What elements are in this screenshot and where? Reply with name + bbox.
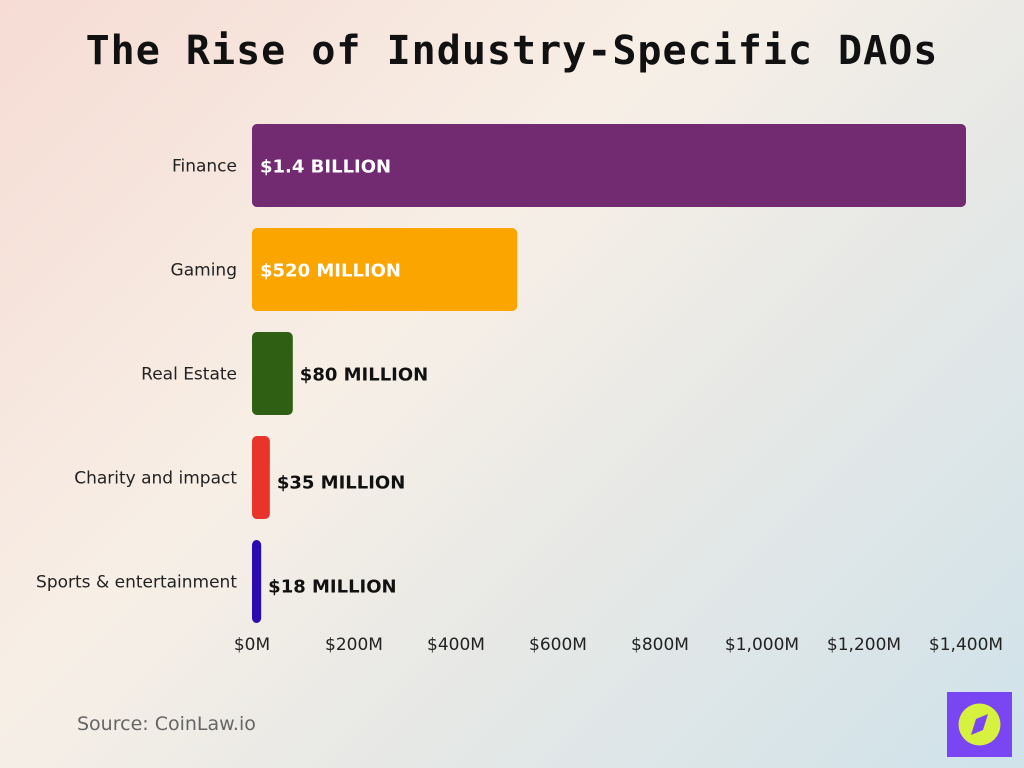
data-label: $35 MILLION	[277, 473, 405, 494]
bar-3	[252, 436, 270, 519]
data-label: $1.4 BILLION	[260, 157, 391, 178]
bar-2	[252, 332, 293, 415]
chart-title: The Rise of Industry-Specific DAOs	[85, 28, 939, 74]
category-label: Sports & entertainment	[36, 573, 237, 593]
category-label: Real Estate	[141, 365, 237, 385]
data-label: $520 MILLION	[260, 261, 401, 282]
data-label: $18 MILLION	[268, 577, 396, 598]
x-tick-label: $600M	[529, 635, 587, 655]
x-tick-label: $1,200M	[827, 635, 901, 655]
category-label: Gaming	[171, 261, 237, 281]
bar-1	[252, 228, 518, 311]
x-tick-label: $400M	[427, 635, 485, 655]
source-note: Source: CoinLaw.io	[77, 713, 256, 735]
x-tick-label: $800M	[631, 635, 689, 655]
compass-icon	[947, 692, 1012, 757]
category-label: Finance	[172, 157, 237, 177]
x-tick-label: $1,000M	[725, 635, 799, 655]
x-tick-label: $200M	[325, 635, 383, 655]
bar-4	[252, 540, 262, 623]
bar-0	[252, 124, 966, 207]
x-tick-label: $1,400M	[929, 635, 1003, 655]
category-label: Charity and impact	[74, 469, 237, 489]
data-label: $80 MILLION	[300, 365, 428, 386]
x-tick-label: $0M	[234, 635, 270, 655]
